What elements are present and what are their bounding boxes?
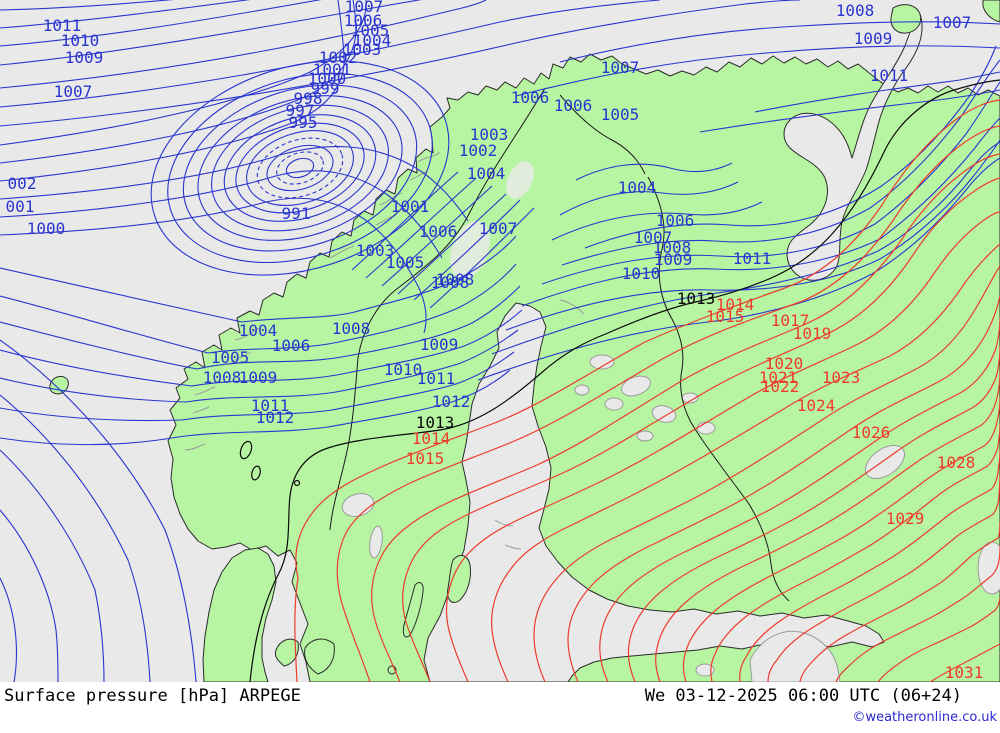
isobars-red xyxy=(294,99,1000,682)
isobar-label: 1004 xyxy=(239,321,278,340)
isobar-label: 002 xyxy=(8,174,37,193)
isobar-label: 1009 xyxy=(854,29,893,48)
isobar-label: 1008 xyxy=(836,1,875,20)
isobar-label: 997 xyxy=(286,101,315,120)
isobar-label: 1006 xyxy=(554,96,593,115)
isobar-label: 1015 xyxy=(406,449,445,468)
isobar-label: 1003 xyxy=(470,125,509,144)
isobar-label: 1007 xyxy=(479,219,518,238)
isobar-label: 1009 xyxy=(239,368,278,387)
isobar-label: 1029 xyxy=(886,509,925,528)
isobar-label: 995 xyxy=(289,113,318,132)
isobar-label: 1001 xyxy=(313,60,352,79)
coast-detail xyxy=(184,151,585,550)
pressure-map: 1011 1010 1009 1007 002 001 1000 1007 1006 1005 10… xyxy=(0,0,1000,682)
isobar-label: 1011 xyxy=(870,66,909,85)
isobar-label: 1009 xyxy=(420,335,459,354)
denmark xyxy=(202,547,397,682)
country-borders xyxy=(329,87,790,602)
isobar-label: 1005 xyxy=(601,105,640,124)
isobar-label: 1006 xyxy=(656,211,695,230)
isobar-label: 1019 xyxy=(793,324,832,343)
isobar-label: 1031 xyxy=(945,663,984,682)
pressure-map-svg: 1011101010091007002001100010071006100510… xyxy=(0,0,1000,682)
white-sea xyxy=(783,13,923,281)
isobar-label: 1013 xyxy=(416,413,455,432)
isobar-label: 1007 xyxy=(601,58,640,77)
isobar-label: 1005 xyxy=(386,253,425,272)
isobar-label: 1011 xyxy=(733,249,772,268)
isobar-label: 998 xyxy=(294,89,323,108)
isobar-label: 1007 xyxy=(933,13,972,32)
isobar-label: 1006 xyxy=(272,336,311,355)
isobar-label: 1008 xyxy=(203,368,242,387)
isobar-label: 001 xyxy=(6,197,35,216)
isobar-label: 1006 xyxy=(419,222,458,241)
isobar-label: 1004 xyxy=(618,178,657,197)
caption-bar: Surface pressure [hPa] ARPEGE We 03-12-2… xyxy=(0,682,1000,733)
isobar-label: 1011 xyxy=(43,16,82,35)
valid-time: We 03-12-2025 06:00 UTC (06+24) xyxy=(644,686,962,706)
isobar-label: 1004 xyxy=(353,31,392,50)
chart-title: Surface pressure [hPa] ARPEGE xyxy=(4,686,301,706)
isobar-label: 1006 xyxy=(344,11,383,30)
isobar-label: 1002 xyxy=(459,141,498,160)
isobar-label: 1028 xyxy=(937,453,976,472)
isobar-label: 1013 xyxy=(677,289,716,308)
isobar-label: 1008 xyxy=(653,238,692,257)
isobar-label: 1010 xyxy=(622,264,661,283)
isobar-label: 1006 xyxy=(511,88,550,107)
isobar-label: 1002 xyxy=(319,48,358,67)
isobar-label: 1005 xyxy=(351,21,390,40)
isobar-label: 1003 xyxy=(356,241,395,260)
isobar-label: 1009 xyxy=(65,48,104,67)
isobar-label: 1011 xyxy=(417,369,456,388)
isobar-label: 1000 xyxy=(308,69,347,88)
isobar-label: 1021 xyxy=(759,368,798,387)
isobars-blue xyxy=(0,0,1000,682)
isobar-label: 1008 xyxy=(332,319,371,338)
isobar-label: 1011 xyxy=(251,396,290,415)
islands xyxy=(49,0,1000,638)
isobar-label: 1020 xyxy=(765,354,804,373)
isobar-labels-layer: 1011101010091007002001100010071006100510… xyxy=(6,0,984,682)
isobar-label: 1012 xyxy=(432,392,471,411)
isobar-label: 1007 xyxy=(345,0,384,16)
lakes xyxy=(341,354,1000,682)
isobar-label: 1003 xyxy=(343,40,382,59)
isobar-label: 1012 xyxy=(256,408,295,427)
isobar-label: 1014 xyxy=(716,295,755,314)
isobar-label: 1010 xyxy=(384,360,423,379)
isobar-label: 1023 xyxy=(822,368,861,387)
isobar-label: 1008 xyxy=(436,270,475,289)
isobar-label: 1024 xyxy=(797,396,836,415)
isobar-label: 1017 xyxy=(771,311,810,330)
isobar-label: 1026 xyxy=(852,423,891,442)
isobar-label: 1007 xyxy=(634,228,673,247)
isobar-label: 1009 xyxy=(654,250,693,269)
isobar-label: 1008 xyxy=(431,273,470,292)
isobar-label: 1014 xyxy=(412,429,451,448)
isobar-label: 1000 xyxy=(27,219,66,238)
copyright-link[interactable]: ©weatheronline.co.uk xyxy=(852,710,997,725)
isobar-label: 1022 xyxy=(761,377,800,396)
isobar-label: 999 xyxy=(311,79,340,98)
isobar-label: 1004 xyxy=(467,164,506,183)
isobar-label: 1015 xyxy=(706,307,745,326)
landmass-fennoscandia xyxy=(167,53,1000,682)
isobar-label: 1005 xyxy=(211,348,250,367)
isobar-label: 1001 xyxy=(391,197,430,216)
isobar-1013 xyxy=(239,79,1000,682)
isobar-label: 1010 xyxy=(61,31,100,50)
isobar-label: 1007 xyxy=(54,82,93,101)
isobar-label: 991 xyxy=(282,204,311,223)
